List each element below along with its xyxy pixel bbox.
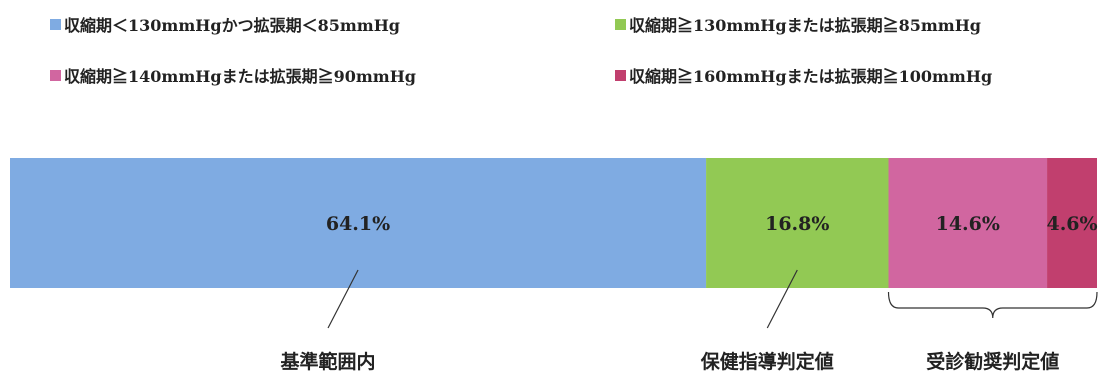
category-label-1: 基準範囲内 (280, 350, 376, 373)
data-label-2: 16.8% (765, 213, 829, 235)
legend-item-consult-1: 収縮期≧140mmHgまたは拡張期≧90mmHg (50, 63, 416, 87)
legend-label: 収縮期≧140mmHgまたは拡張期≧90mmHg (64, 67, 416, 86)
data-label-1: 64.1% (326, 213, 390, 235)
legend-swatch (50, 18, 61, 30)
category-label-3: 受診勧奨判定値 (926, 350, 1059, 373)
range-brace (887, 291, 1098, 319)
legend-swatch (50, 69, 61, 81)
legend-label: 収縮期≧130mmHgまたは拡張期≧85mmHg (629, 16, 981, 35)
bar-segment-1 (10, 158, 707, 288)
category-label-2: 保健指導判定値 (700, 350, 834, 373)
data-label-4: 4.6% (1046, 213, 1097, 235)
legend-item-guidance: 収縮期≧130mmHgまたは拡張期≧85mmHg (615, 12, 981, 36)
bar-segment-4 (1047, 158, 1097, 288)
legend-swatch (615, 69, 626, 81)
legend-item-normal: 収縮期＜130mmHgかつ拡張期＜85mmHg (50, 12, 400, 36)
leader-line-2 (766, 269, 798, 329)
bar-segment-3 (888, 158, 1048, 288)
bar-segment-2 (706, 158, 889, 288)
legend-item-consult-2: 収縮期≧160mmHgまたは拡張期≧100mmHg (615, 63, 992, 87)
legend-label: 収縮期≧160mmHgまたは拡張期≧100mmHg (629, 67, 993, 86)
legend-swatch (615, 18, 626, 30)
data-label-3: 14.6% (936, 213, 1000, 235)
legend-label: 収縮期＜130mmHgかつ拡張期＜85mmHg (64, 16, 400, 35)
leader-line-1 (327, 269, 359, 329)
